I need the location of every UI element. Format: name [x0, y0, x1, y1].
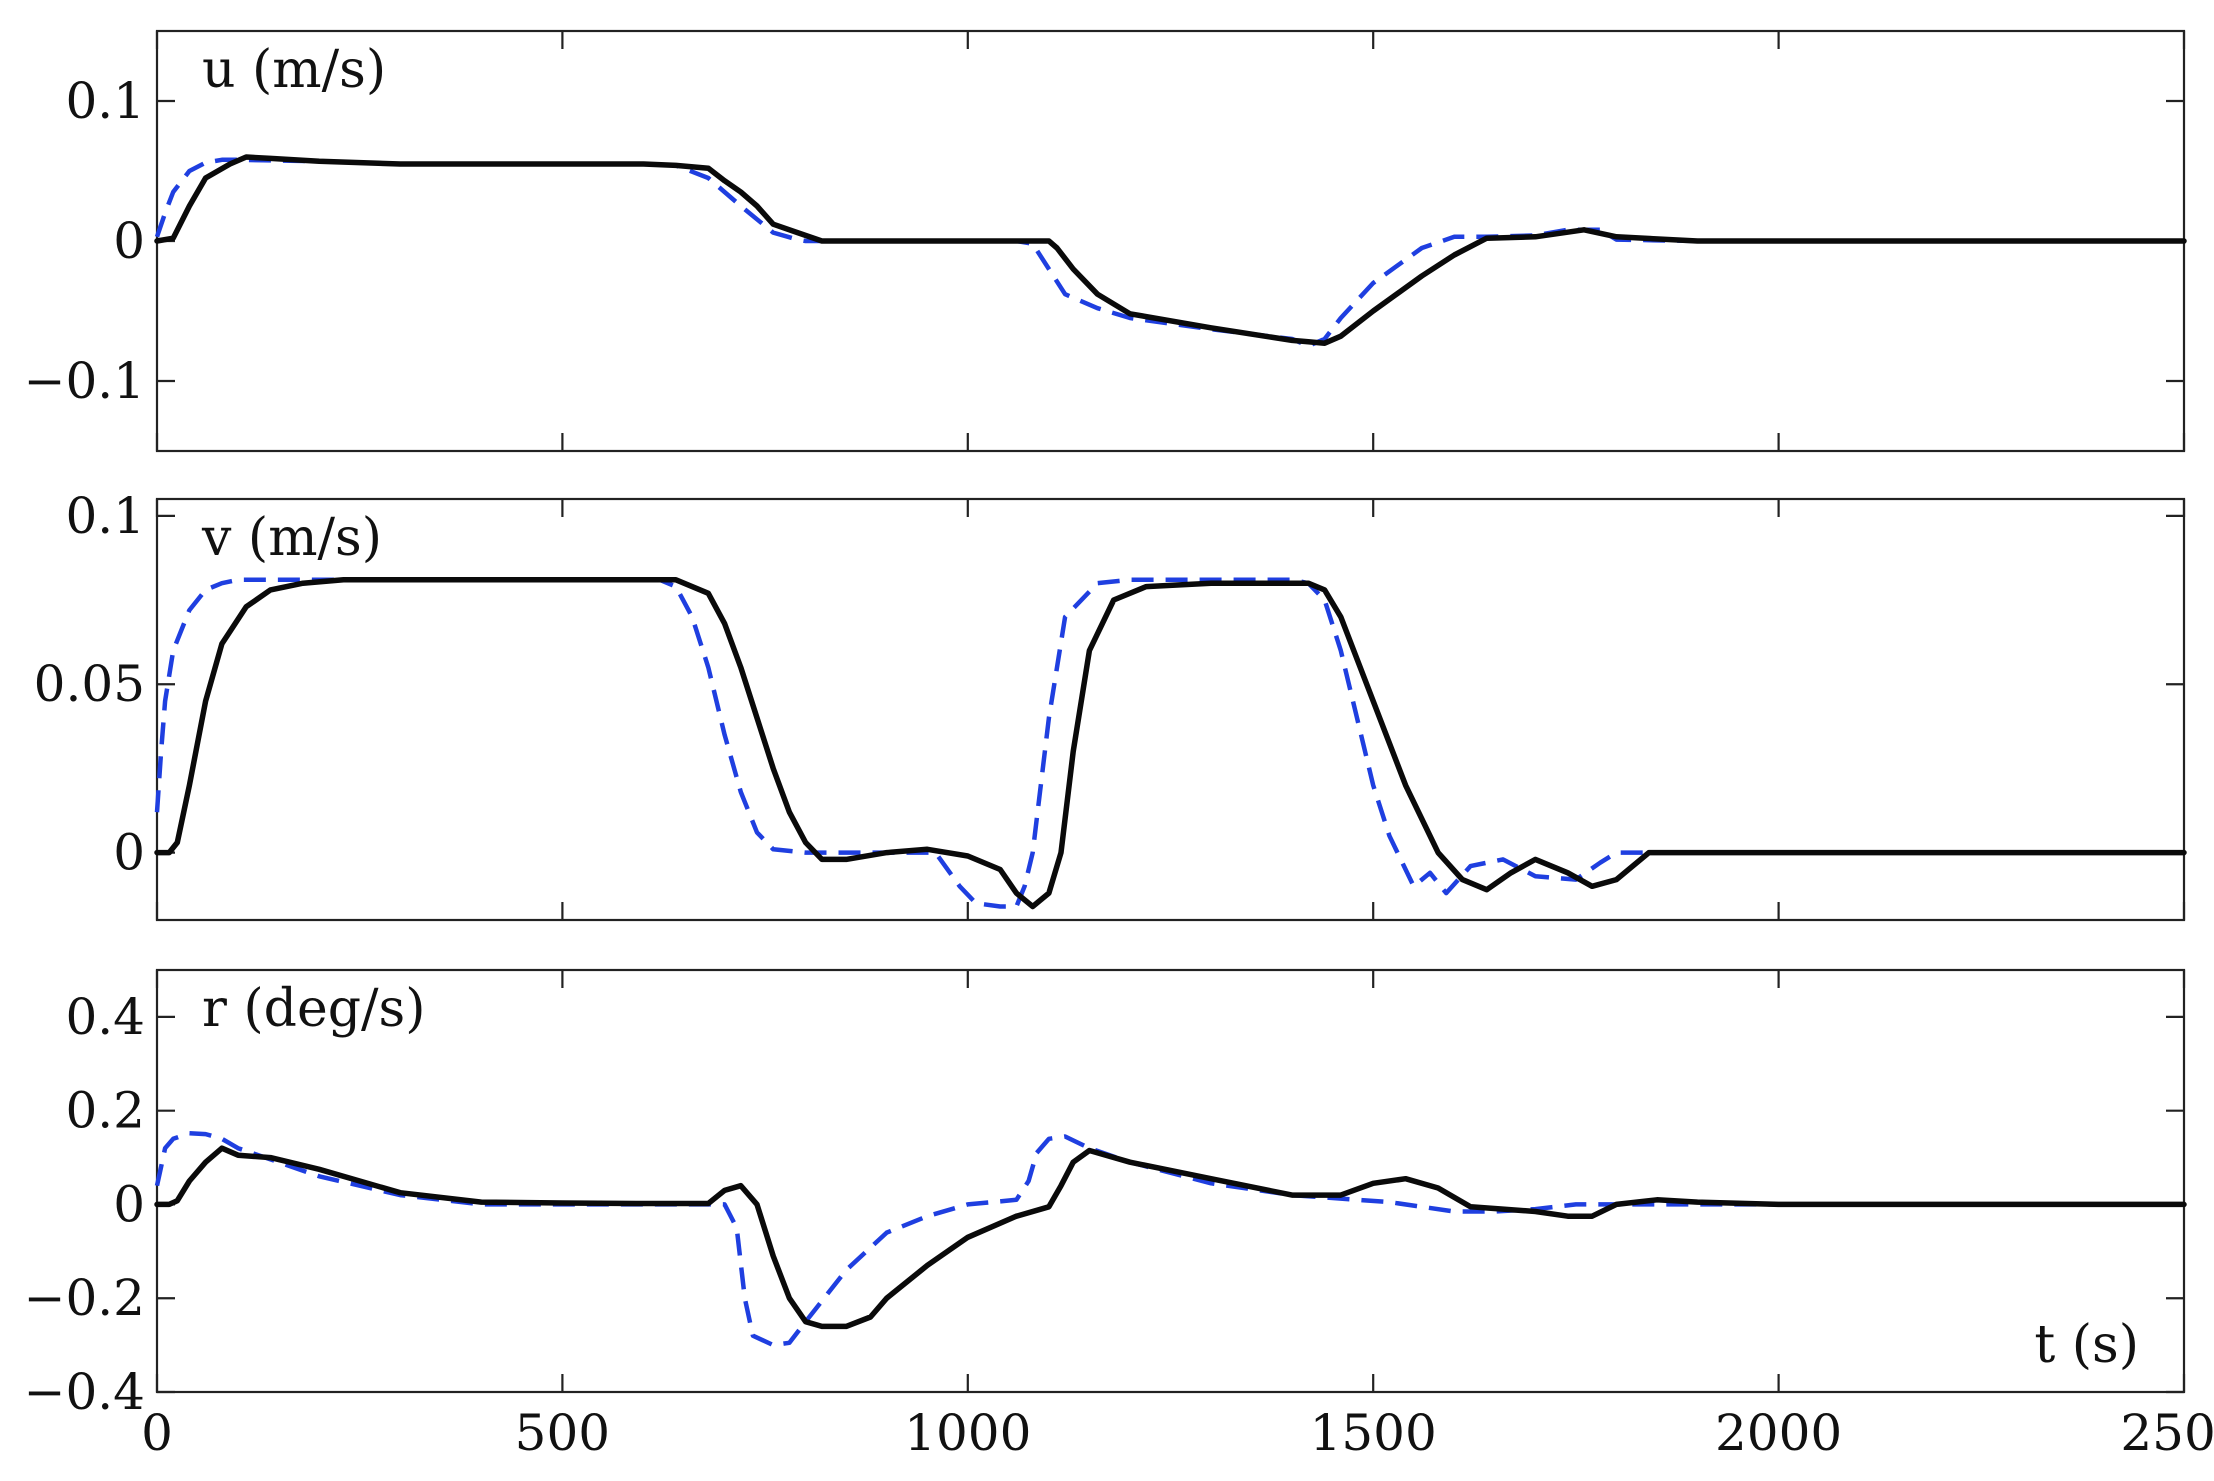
series-line-dashed	[154, 1130, 2184, 1348]
y-tick-label-0-2: 0.2	[65, 1082, 145, 1140]
x-axis-label: t (s)	[2034, 1315, 2139, 1375]
x-tick-label-1000: 1000	[904, 1404, 1031, 1462]
series-line-solid	[154, 154, 2187, 346]
y-tick-label-0: 0	[113, 824, 145, 882]
y-tick-label-0-1: −0.1	[24, 352, 145, 410]
x-tick-label-0: 0	[141, 1404, 173, 1462]
plot-frame	[155, 497, 2186, 922]
panel-label: v (m/s)	[201, 508, 382, 568]
y-tick-label-0: 0	[113, 1175, 145, 1233]
x-tick-label-500: 500	[515, 1404, 610, 1462]
y-tick-label-0-05: 0.05	[34, 655, 145, 713]
y-tick-label-0-2: −0.2	[24, 1269, 145, 1327]
plot-frame	[155, 968, 2186, 1394]
panel-label: u (m/s)	[202, 40, 386, 100]
x-tick-label-1500: 1500	[1310, 1404, 1437, 1462]
panel-v: 0 0.05 0.1 v (m/s)	[34, 487, 2187, 922]
series-line-solid	[154, 1145, 2187, 1330]
panel-r: 0 500 1000 1500 2000 2500 −0.4 −0.2 0 0.2 0.4 r (de…	[24, 968, 2214, 1462]
y-tick-label-0-4: −0.4	[24, 1363, 145, 1421]
y-tick-label-0: 0	[113, 212, 145, 270]
y-tick-label-0-1: 0.1	[65, 72, 145, 130]
panel-label: r (deg/s)	[202, 979, 426, 1039]
panel-u: −0.1 0 0.1 u (m/s)	[24, 29, 2187, 453]
x-tick-label-2000: 2000	[1715, 1404, 1842, 1462]
y-tick-label-0-1: 0.1	[65, 487, 145, 545]
series-line-solid	[154, 577, 2187, 910]
x-tick-label-2500: 2500	[2120, 1404, 2214, 1462]
series-line-dashed	[154, 577, 2184, 909]
y-tick-label-0-4: 0.4	[65, 988, 145, 1046]
